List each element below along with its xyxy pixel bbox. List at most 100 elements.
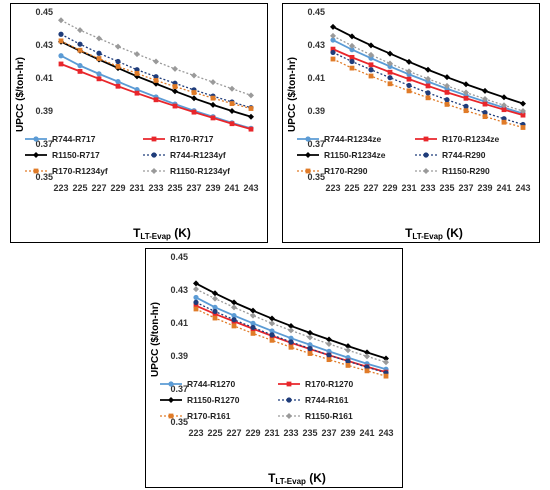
data-point bbox=[77, 41, 83, 47]
legend-item-r170-r717: R170-R717 bbox=[143, 134, 214, 144]
x-tick-label: 241 bbox=[224, 183, 239, 193]
series-r170-r161 bbox=[193, 306, 389, 379]
data-point bbox=[58, 17, 64, 24]
data-point bbox=[368, 42, 374, 49]
legend: R744-R1234ze R170-R1234ze R1150-R1234ze R74… bbox=[297, 134, 499, 176]
data-point bbox=[212, 295, 218, 302]
y-tick-label: 0.45 bbox=[170, 252, 188, 262]
data-point bbox=[58, 61, 64, 67]
legend-marker bbox=[151, 136, 157, 142]
data-point bbox=[349, 33, 355, 40]
legend-label: R744-R1270 bbox=[187, 379, 235, 389]
x-tick-label: 237 bbox=[321, 428, 336, 438]
legend-item-r1150-r1234yf: R1150-R1234yf bbox=[143, 166, 230, 176]
data-point bbox=[383, 373, 389, 379]
data-point bbox=[463, 103, 469, 109]
series-r744-r290 bbox=[330, 49, 526, 128]
series-r170-r1234ze bbox=[330, 46, 526, 118]
legend-item-r744-r161: R744-R161 bbox=[278, 395, 349, 405]
data-point bbox=[115, 43, 121, 50]
x-tick-label: 233 bbox=[283, 428, 298, 438]
legend: R744-R1270 R170-R1270 R1150-R1270 R744-R161… bbox=[160, 379, 353, 421]
data-point bbox=[349, 58, 355, 65]
legend-item-r744-r1234yf: R744-R1234yf bbox=[143, 150, 226, 160]
legend-marker bbox=[168, 381, 174, 387]
series-r170-r717 bbox=[58, 61, 254, 132]
y-tick-label: 0.37 bbox=[170, 384, 188, 394]
data-point bbox=[153, 97, 159, 103]
data-point bbox=[134, 90, 140, 96]
data-point bbox=[96, 76, 102, 82]
data-point bbox=[406, 68, 412, 75]
upcc-chart-3: 0.35 0.37 0.39 0.41 0.43 0.45 223 225 227 229 231 2… bbox=[150, 252, 394, 486]
series-r744-r161 bbox=[193, 299, 389, 376]
legend-marker bbox=[168, 413, 174, 419]
data-point bbox=[330, 37, 336, 43]
legend-label: R744-R1234ze bbox=[324, 134, 381, 144]
data-point bbox=[153, 58, 159, 65]
x-axis-label: TLT-Evap (K) bbox=[268, 471, 326, 486]
chart-panel-r717-r1234yf: 0.35 0.37 0.39 0.41 0.43 0.45 223 225 227 229 231 2… bbox=[10, 3, 268, 243]
data-point bbox=[115, 83, 121, 89]
data-point bbox=[269, 332, 275, 338]
data-point bbox=[368, 73, 374, 79]
data-point bbox=[349, 42, 355, 49]
legend-marker bbox=[423, 152, 429, 158]
data-point bbox=[501, 102, 507, 109]
legend-label: R1150-R290 bbox=[442, 166, 490, 176]
legend-marker bbox=[423, 136, 429, 142]
x-tick-label: 227 bbox=[226, 428, 241, 438]
data-point bbox=[307, 342, 313, 348]
data-point bbox=[444, 82, 450, 89]
data-point bbox=[368, 55, 374, 61]
data-point bbox=[212, 290, 218, 297]
x-tick-label: 229 bbox=[110, 183, 125, 193]
x-tick-label: 239 bbox=[340, 428, 355, 438]
data-point bbox=[383, 355, 389, 362]
legend-item-r170-r1234yf: R170-R1234yf bbox=[25, 166, 108, 176]
data-point bbox=[96, 56, 102, 61]
data-point bbox=[425, 90, 431, 96]
legend-label: R170-R161 bbox=[187, 411, 231, 421]
legend: R744-R717 R170-R717 R1150-R717 R744-R1234yf… bbox=[25, 134, 230, 176]
x-tick-label: 229 bbox=[245, 428, 260, 438]
x-tick-label: 225 bbox=[72, 183, 87, 193]
legend-item-r744-r1234ze: R744-R1234ze bbox=[297, 134, 381, 144]
data-point bbox=[364, 368, 370, 374]
y-tick-label: 0.45 bbox=[307, 7, 325, 17]
data-point bbox=[330, 56, 336, 62]
y-tick-label: 0.41 bbox=[170, 318, 188, 328]
legend-marker bbox=[305, 152, 311, 158]
data-point bbox=[482, 87, 488, 94]
legend-marker bbox=[33, 168, 39, 174]
legend-label: R1150-R1234yf bbox=[170, 166, 230, 176]
data-point bbox=[248, 106, 254, 111]
data-point bbox=[288, 339, 294, 345]
legend-label: R1150-R1234ze bbox=[324, 150, 386, 160]
data-point bbox=[212, 304, 218, 310]
data-point bbox=[406, 76, 412, 82]
data-point bbox=[326, 357, 332, 363]
data-point bbox=[501, 107, 507, 113]
data-point bbox=[383, 359, 389, 366]
x-tick-label: 243 bbox=[243, 183, 258, 193]
y-tick-label: 0.35 bbox=[170, 417, 188, 427]
y-axis-label: UPCC ($/ton-hr) bbox=[15, 57, 26, 132]
data-point bbox=[193, 306, 199, 312]
data-point bbox=[349, 65, 355, 71]
data-point bbox=[520, 112, 526, 118]
y-tick-label: 0.39 bbox=[170, 351, 188, 361]
data-point bbox=[444, 97, 450, 103]
legend-label: R1150-R717 bbox=[52, 150, 100, 160]
x-tick-label: 237 bbox=[186, 183, 201, 193]
x-tick-label: 231 bbox=[264, 428, 279, 438]
legend-label: R744-R1234yf bbox=[170, 150, 226, 160]
y-tick-label: 0.41 bbox=[35, 73, 53, 83]
y-axis-label: UPCC ($/ton-hr) bbox=[287, 57, 298, 132]
legend-item-r1150-r1234ze: R1150-R1234ze bbox=[297, 150, 386, 160]
x-tick-label: 229 bbox=[382, 183, 397, 193]
data-point bbox=[210, 115, 216, 121]
data-point bbox=[463, 108, 469, 114]
data-point bbox=[210, 101, 216, 108]
x-tick-label: 223 bbox=[188, 428, 203, 438]
